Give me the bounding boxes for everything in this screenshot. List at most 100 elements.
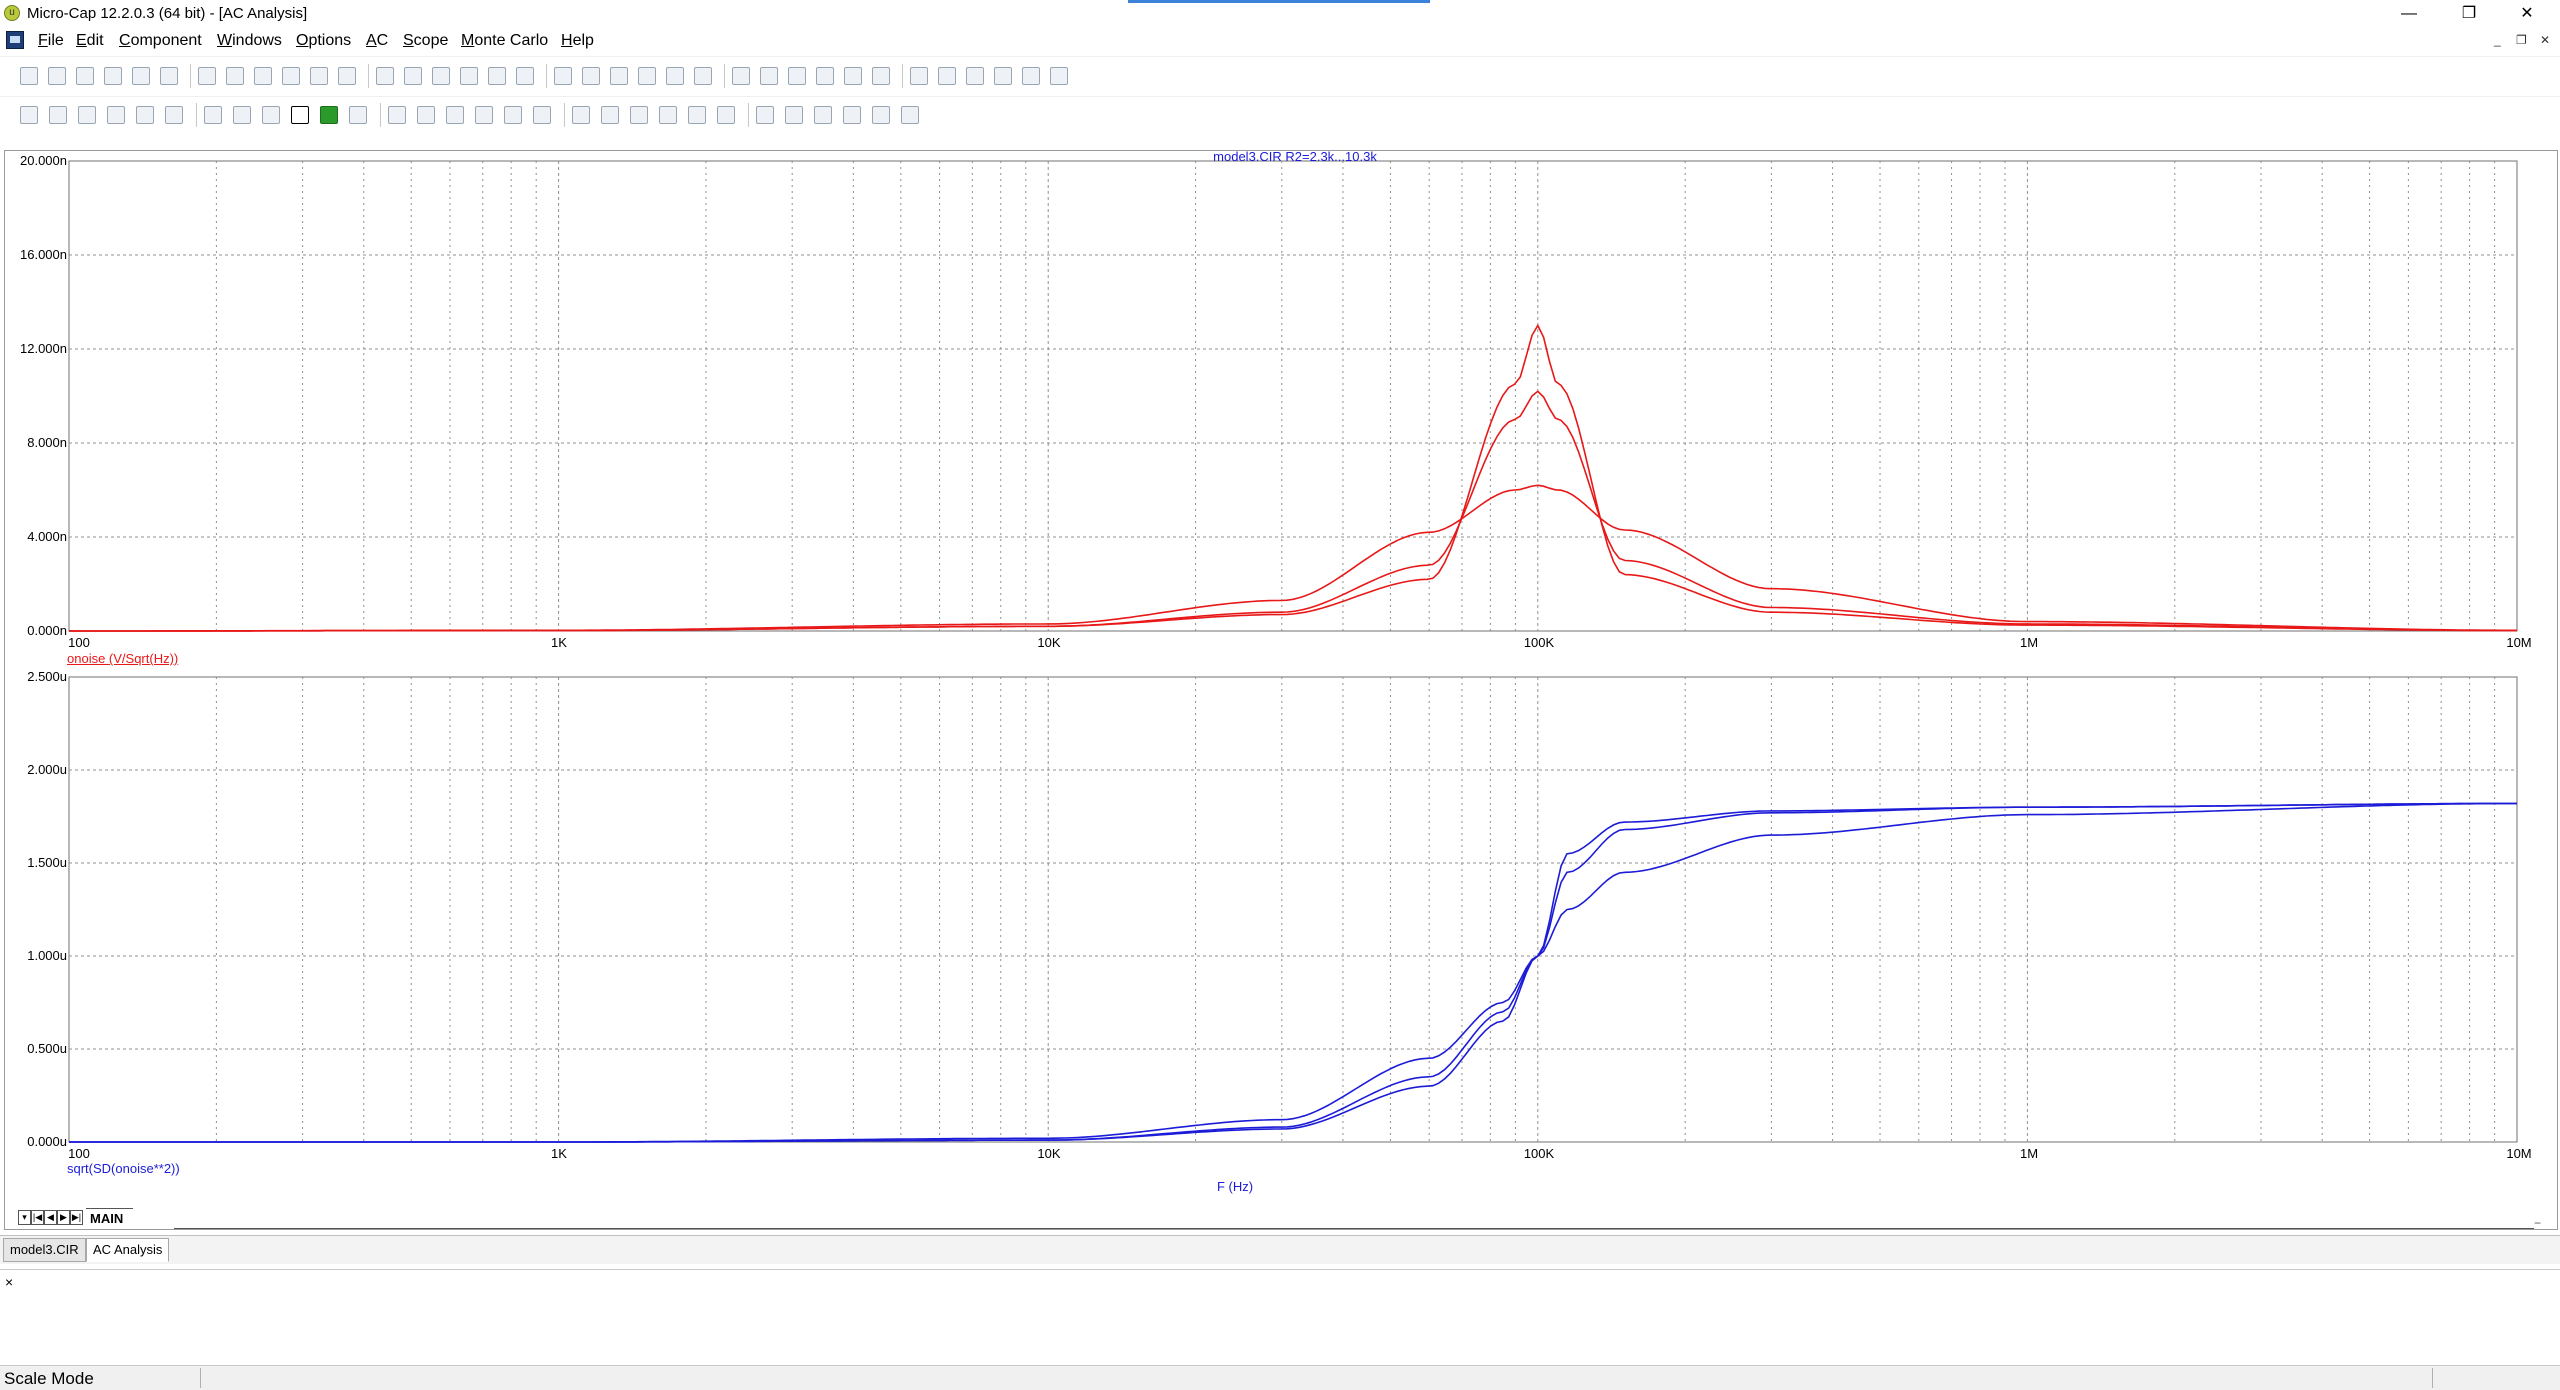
minimize-button[interactable]: — — [2401, 5, 2417, 22]
close-button[interactable]: ✕ — [2520, 5, 2534, 22]
pause-icon[interactable] — [388, 106, 406, 124]
probe-icon[interactable] — [966, 67, 984, 85]
source-icon[interactable] — [694, 67, 712, 85]
grid-icon[interactable] — [844, 67, 862, 85]
graph-icon[interactable] — [165, 106, 183, 124]
ground-icon[interactable] — [404, 67, 422, 85]
capacitor-icon[interactable] — [460, 67, 478, 85]
inductor-icon[interactable] — [488, 67, 506, 85]
font-icon[interactable] — [872, 106, 890, 124]
slope-icon[interactable] — [756, 106, 774, 124]
copy-icon[interactable] — [282, 67, 300, 85]
pan-icon[interactable] — [49, 106, 67, 124]
cursor-icon[interactable] — [572, 106, 590, 124]
diagonal-icon[interactable] — [233, 106, 251, 124]
tab-next-icon[interactable]: ▶ — [57, 1210, 70, 1225]
toolbar-analysis — [0, 96, 2560, 133]
print-icon[interactable] — [160, 67, 178, 85]
save-all-icon[interactable] — [104, 67, 122, 85]
mdi-minimize-button[interactable]: _ — [2494, 33, 2501, 47]
mark-icon[interactable] — [475, 106, 493, 124]
undo-icon[interactable] — [198, 67, 216, 85]
analysis-plot[interactable] — [5, 151, 2557, 1229]
text-mode-icon[interactable] — [107, 106, 125, 124]
menu-ac[interactable]: AC — [366, 32, 389, 49]
list-icon[interactable] — [872, 67, 890, 85]
doc-tab-ac-analysis[interactable]: AC Analysis — [86, 1238, 170, 1262]
rulers-icon[interactable] — [938, 67, 956, 85]
info-icon[interactable] — [910, 67, 928, 85]
high-icon[interactable] — [659, 106, 677, 124]
run-icon[interactable] — [320, 106, 338, 124]
paste-icon[interactable] — [310, 67, 328, 85]
wire-icon[interactable] — [666, 67, 684, 85]
peak-icon[interactable] — [601, 106, 619, 124]
scale-mode-icon[interactable] — [785, 106, 803, 124]
sheet-tab-main[interactable]: MAIN — [86, 1208, 134, 1229]
wire-mode-icon[interactable] — [136, 106, 154, 124]
tab-scroll-menu-icon[interactable]: ▾ — [18, 1210, 31, 1225]
align-icon[interactable] — [901, 106, 919, 124]
window-icon[interactable] — [816, 67, 834, 85]
print-preview-icon[interactable] — [132, 67, 150, 85]
inflection-icon[interactable] — [717, 106, 735, 124]
low-icon[interactable] — [688, 106, 706, 124]
tile-icon[interactable] — [760, 67, 778, 85]
cascade-icon[interactable] — [788, 67, 806, 85]
document-window-icon[interactable] — [6, 31, 24, 49]
mdi-close-button[interactable]: ✕ — [2540, 33, 2551, 47]
menu-monte-carlo[interactable]: Monte Carlo — [461, 32, 549, 49]
plot-icon[interactable] — [1022, 67, 1040, 85]
battery-icon[interactable] — [554, 67, 572, 85]
top-series-line-1 — [69, 323, 2517, 632]
opamp-icon[interactable] — [610, 67, 628, 85]
settings-icon[interactable] — [994, 67, 1012, 85]
menu-windows[interactable]: Windows — [217, 32, 282, 49]
top-y-tick-label: 8.000n — [27, 435, 67, 450]
tab-prev-icon[interactable]: ◀ — [44, 1210, 57, 1225]
flag-icon[interactable] — [732, 67, 750, 85]
menu-help[interactable]: Help — [561, 32, 594, 49]
diode-icon[interactable] — [516, 67, 534, 85]
tag-icon[interactable] — [417, 106, 435, 124]
bottom-x-tick-label: 100 — [68, 1146, 90, 1161]
formula-icon[interactable] — [204, 106, 222, 124]
scale-icon[interactable] — [1050, 67, 1068, 85]
menu-edit[interactable]: Edit — [76, 32, 104, 49]
tab-first-icon[interactable]: |◀ — [31, 1210, 44, 1225]
component-icon[interactable] — [638, 67, 656, 85]
bottom-y-tick-label: 2.500u — [27, 669, 67, 684]
resistor-icon[interactable] — [432, 67, 450, 85]
mdi-restore-button[interactable]: ❐ — [2516, 33, 2527, 47]
grid-lines-icon[interactable] — [504, 106, 522, 124]
table-icon[interactable] — [533, 106, 551, 124]
select-icon[interactable] — [20, 106, 38, 124]
output-close-icon[interactable]: × — [5, 1274, 14, 1290]
zoom-out-icon[interactable] — [843, 106, 861, 124]
paste-special-icon[interactable] — [376, 67, 394, 85]
clear-icon[interactable] — [338, 67, 356, 85]
cut-icon[interactable] — [254, 67, 272, 85]
menu-options[interactable]: Options — [296, 32, 352, 49]
info-mode-icon[interactable] — [262, 106, 280, 124]
redo-icon[interactable] — [226, 67, 244, 85]
new-icon[interactable] — [20, 67, 38, 85]
zoom-in-icon[interactable] — [814, 106, 832, 124]
menu-file[interactable]: File — [38, 32, 64, 49]
menu-scope[interactable]: Scope — [403, 32, 449, 49]
restore-button[interactable]: ❐ — [2461, 5, 2477, 22]
top-plot-expression[interactable]: onoise (V/Sqrt(Hz)) — [67, 651, 179, 666]
menu-component[interactable]: Component — [119, 32, 202, 49]
stop-icon[interactable] — [349, 106, 367, 124]
tab-last-icon[interactable]: ▶| — [70, 1210, 83, 1225]
resize-grip-icon[interactable]: − — [2534, 1216, 2542, 1230]
component-mode-icon[interactable] — [78, 106, 96, 124]
doc-tab-model3[interactable]: model3.CIR — [3, 1238, 86, 1262]
T-text-icon[interactable] — [291, 106, 309, 124]
tag2-icon[interactable] — [446, 106, 464, 124]
transistor-icon[interactable] — [582, 67, 600, 85]
bottom-plot-expression[interactable]: sqrt(SD(onoise**2)) — [67, 1161, 180, 1176]
open-icon[interactable] — [48, 67, 66, 85]
valley-icon[interactable] — [630, 106, 648, 124]
save-icon[interactable] — [76, 67, 94, 85]
